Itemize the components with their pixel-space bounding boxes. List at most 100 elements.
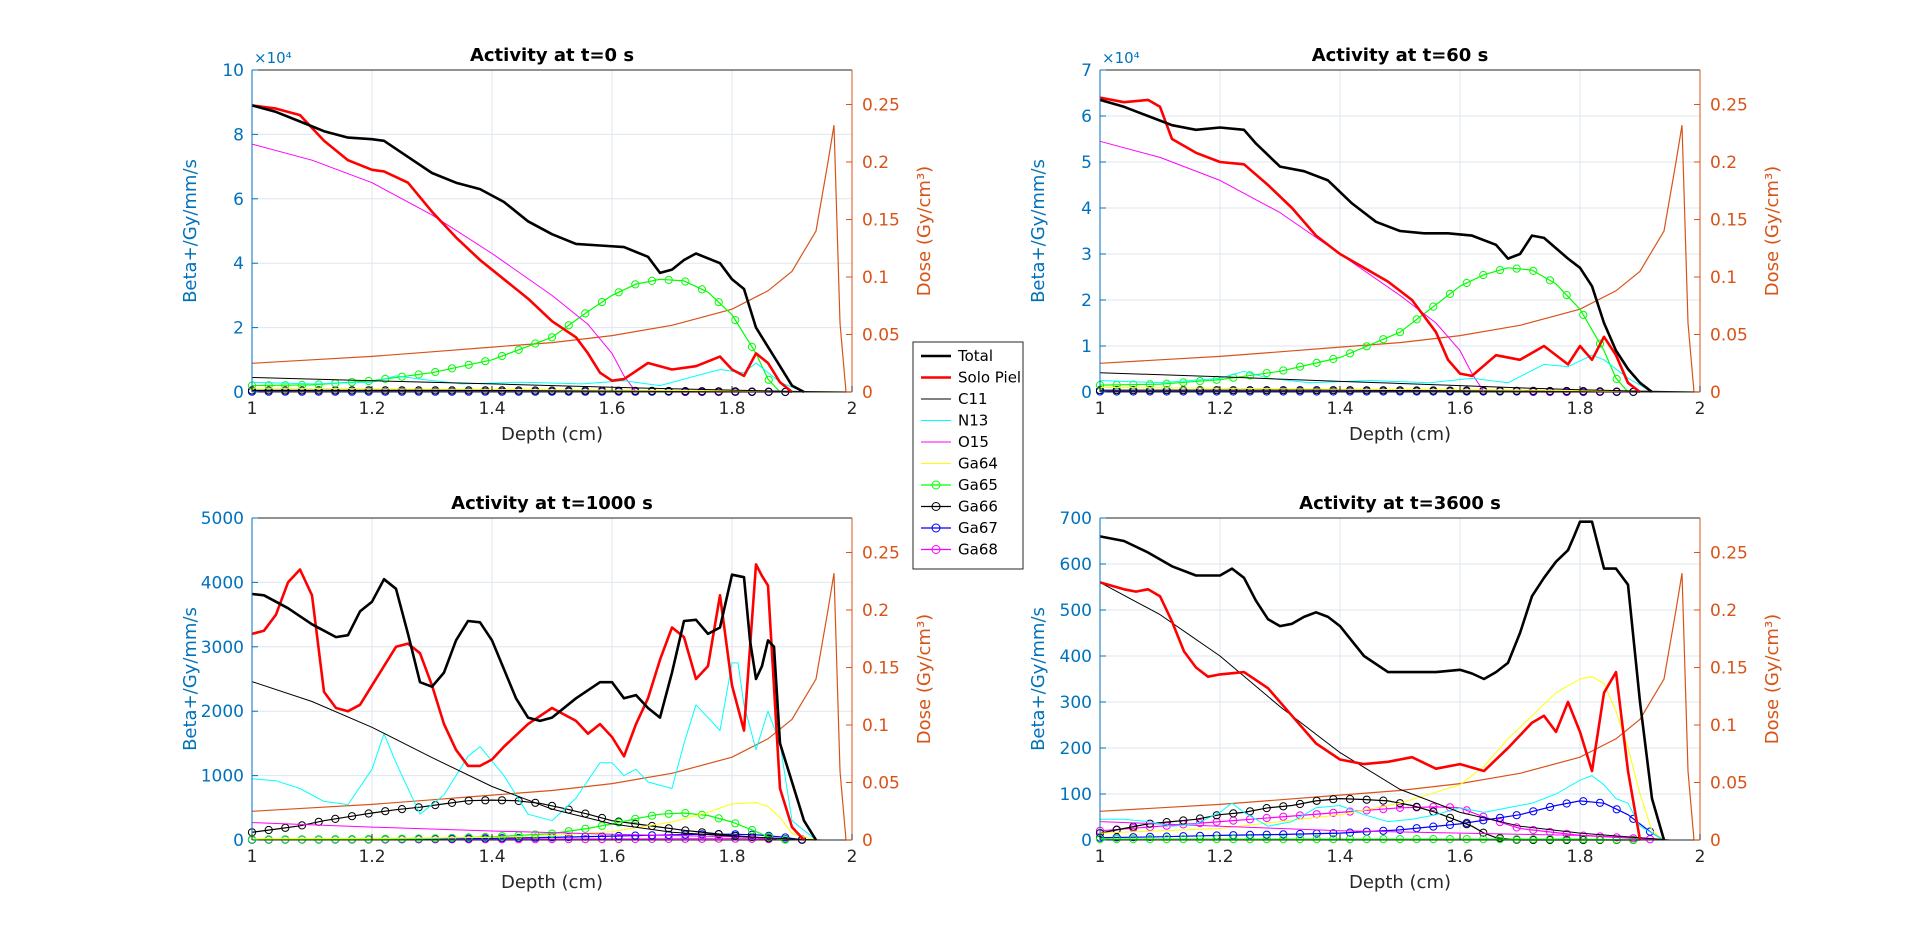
y-tick-label: 2000 bbox=[201, 702, 244, 722]
x-tick-label: 2 bbox=[847, 399, 858, 419]
y-right-tick-label: 0.15 bbox=[862, 659, 900, 679]
y-tick-label: 200 bbox=[1060, 739, 1092, 759]
y-tick-label: 6 bbox=[1081, 107, 1092, 127]
y-tick-label: 5 bbox=[1081, 153, 1092, 173]
x-tick-label: 1.8 bbox=[718, 399, 745, 419]
x-tick-label: 1.8 bbox=[1566, 399, 1593, 419]
legend-label: Ga66 bbox=[958, 498, 998, 516]
legend-label: Ga67 bbox=[958, 519, 998, 537]
y-right-tick-label: 0.2 bbox=[1710, 153, 1737, 173]
y-tick-label: 8 bbox=[233, 125, 244, 145]
y-tick-label: 10 bbox=[222, 61, 244, 81]
x-tick-label: 1.4 bbox=[1326, 847, 1353, 867]
y-tick-label: 700 bbox=[1060, 509, 1092, 529]
y-tick-label: 400 bbox=[1060, 647, 1092, 667]
legend-label: N13 bbox=[958, 412, 988, 430]
y-tick-label: 0 bbox=[233, 383, 244, 403]
chart-title: Activity at t=60 s bbox=[1312, 45, 1489, 66]
y-right-axis-label: Dose (Gy/cm³) bbox=[1762, 166, 1783, 296]
y-right-axis-label: Dose (Gy/cm³) bbox=[914, 166, 935, 296]
x-tick-label: 1.6 bbox=[598, 847, 625, 867]
x-tick-label: 1 bbox=[247, 399, 258, 419]
y-right-tick-label: 0.25 bbox=[862, 544, 900, 564]
y-tick-label: 0 bbox=[1081, 383, 1092, 403]
x-tick-label: 2 bbox=[1695, 847, 1706, 867]
y-right-tick-label: 0.15 bbox=[1710, 659, 1748, 679]
y-tick-label: 3000 bbox=[201, 638, 244, 658]
y-right-tick-label: 0.05 bbox=[862, 774, 900, 794]
y-right-tick-label: 0.2 bbox=[1710, 601, 1737, 621]
y-tick-label: 100 bbox=[1060, 785, 1092, 805]
y-axis-label: Beta+/Gy/mm/s bbox=[180, 159, 201, 303]
y-right-tick-label: 0.05 bbox=[1710, 326, 1748, 346]
y-right-axis-label: Dose (Gy/cm³) bbox=[1762, 614, 1783, 744]
x-tick-label: 1 bbox=[1095, 847, 1106, 867]
exponent-label: ×10⁴ bbox=[1102, 49, 1140, 67]
legend-label: Total bbox=[957, 347, 993, 365]
y-right-tick-label: 0.15 bbox=[862, 211, 900, 231]
x-tick-label: 1.2 bbox=[1206, 847, 1233, 867]
x-axis-label: Depth (cm) bbox=[1349, 872, 1451, 893]
y-right-tick-label: 0.05 bbox=[862, 326, 900, 346]
x-tick-label: 2 bbox=[1695, 399, 1706, 419]
y-tick-label: 0 bbox=[1081, 831, 1092, 851]
y-tick-label: 1 bbox=[1081, 337, 1092, 357]
x-axis-label: Depth (cm) bbox=[1349, 424, 1451, 445]
y-tick-label: 0 bbox=[233, 831, 244, 851]
x-tick-label: 1 bbox=[1095, 399, 1106, 419]
legend-label: Solo Piel bbox=[958, 369, 1021, 387]
y-right-tick-label: 0.2 bbox=[862, 601, 889, 621]
legend-label: Ga64 bbox=[958, 455, 998, 473]
y-right-tick-label: 0.2 bbox=[862, 153, 889, 173]
x-axis-label: Depth (cm) bbox=[501, 872, 603, 893]
y-right-tick-label: 0.15 bbox=[1710, 211, 1748, 231]
y-tick-label: 2 bbox=[1081, 291, 1092, 311]
legend-label: O15 bbox=[958, 433, 989, 451]
chart-title: Activity at t=0 s bbox=[470, 45, 634, 66]
y-right-tick-label: 0.1 bbox=[1710, 716, 1737, 736]
x-tick-label: 1.6 bbox=[598, 399, 625, 419]
x-tick-label: 1.2 bbox=[358, 399, 385, 419]
exponent-label: ×10⁴ bbox=[254, 49, 292, 67]
y-tick-label: 4 bbox=[233, 254, 244, 274]
plot-area bbox=[252, 518, 852, 840]
y-tick-label: 7 bbox=[1081, 61, 1092, 81]
y-axis-label: Beta+/Gy/mm/s bbox=[180, 607, 201, 751]
x-tick-label: 1.8 bbox=[1566, 847, 1593, 867]
y-tick-label: 4000 bbox=[201, 573, 244, 593]
y-tick-label: 300 bbox=[1060, 693, 1092, 713]
y-tick-label: 2 bbox=[233, 319, 244, 339]
x-tick-label: 1.4 bbox=[478, 847, 505, 867]
y-right-tick-label: 0.1 bbox=[862, 716, 889, 736]
x-tick-label: 1.2 bbox=[358, 847, 385, 867]
y-right-tick-label: 0 bbox=[862, 831, 873, 851]
x-tick-label: 1.8 bbox=[718, 847, 745, 867]
chart-title: Activity at t=3600 s bbox=[1299, 493, 1501, 514]
y-right-axis-label: Dose (Gy/cm³) bbox=[914, 614, 935, 744]
x-axis-label: Depth (cm) bbox=[501, 424, 603, 445]
y-tick-label: 500 bbox=[1060, 601, 1092, 621]
x-tick-label: 1.6 bbox=[1446, 399, 1473, 419]
y-axis-label: Beta+/Gy/mm/s bbox=[1028, 159, 1049, 303]
y-right-tick-label: 0 bbox=[1710, 383, 1721, 403]
y-right-tick-label: 0.1 bbox=[862, 268, 889, 288]
y-tick-label: 600 bbox=[1060, 555, 1092, 575]
y-right-tick-label: 0.25 bbox=[1710, 96, 1748, 116]
y-axis-label: Beta+/Gy/mm/s bbox=[1028, 607, 1049, 751]
y-tick-label: 6 bbox=[233, 190, 244, 210]
x-tick-label: 1.4 bbox=[478, 399, 505, 419]
x-tick-label: 2 bbox=[847, 847, 858, 867]
chart-title: Activity at t=1000 s bbox=[451, 493, 653, 514]
x-tick-label: 1.6 bbox=[1446, 847, 1473, 867]
x-tick-label: 1.2 bbox=[1206, 399, 1233, 419]
y-right-tick-label: 0.05 bbox=[1710, 774, 1748, 794]
y-right-tick-label: 0.1 bbox=[1710, 268, 1737, 288]
y-right-tick-label: 0.25 bbox=[1710, 544, 1748, 564]
plot-area bbox=[252, 70, 852, 392]
